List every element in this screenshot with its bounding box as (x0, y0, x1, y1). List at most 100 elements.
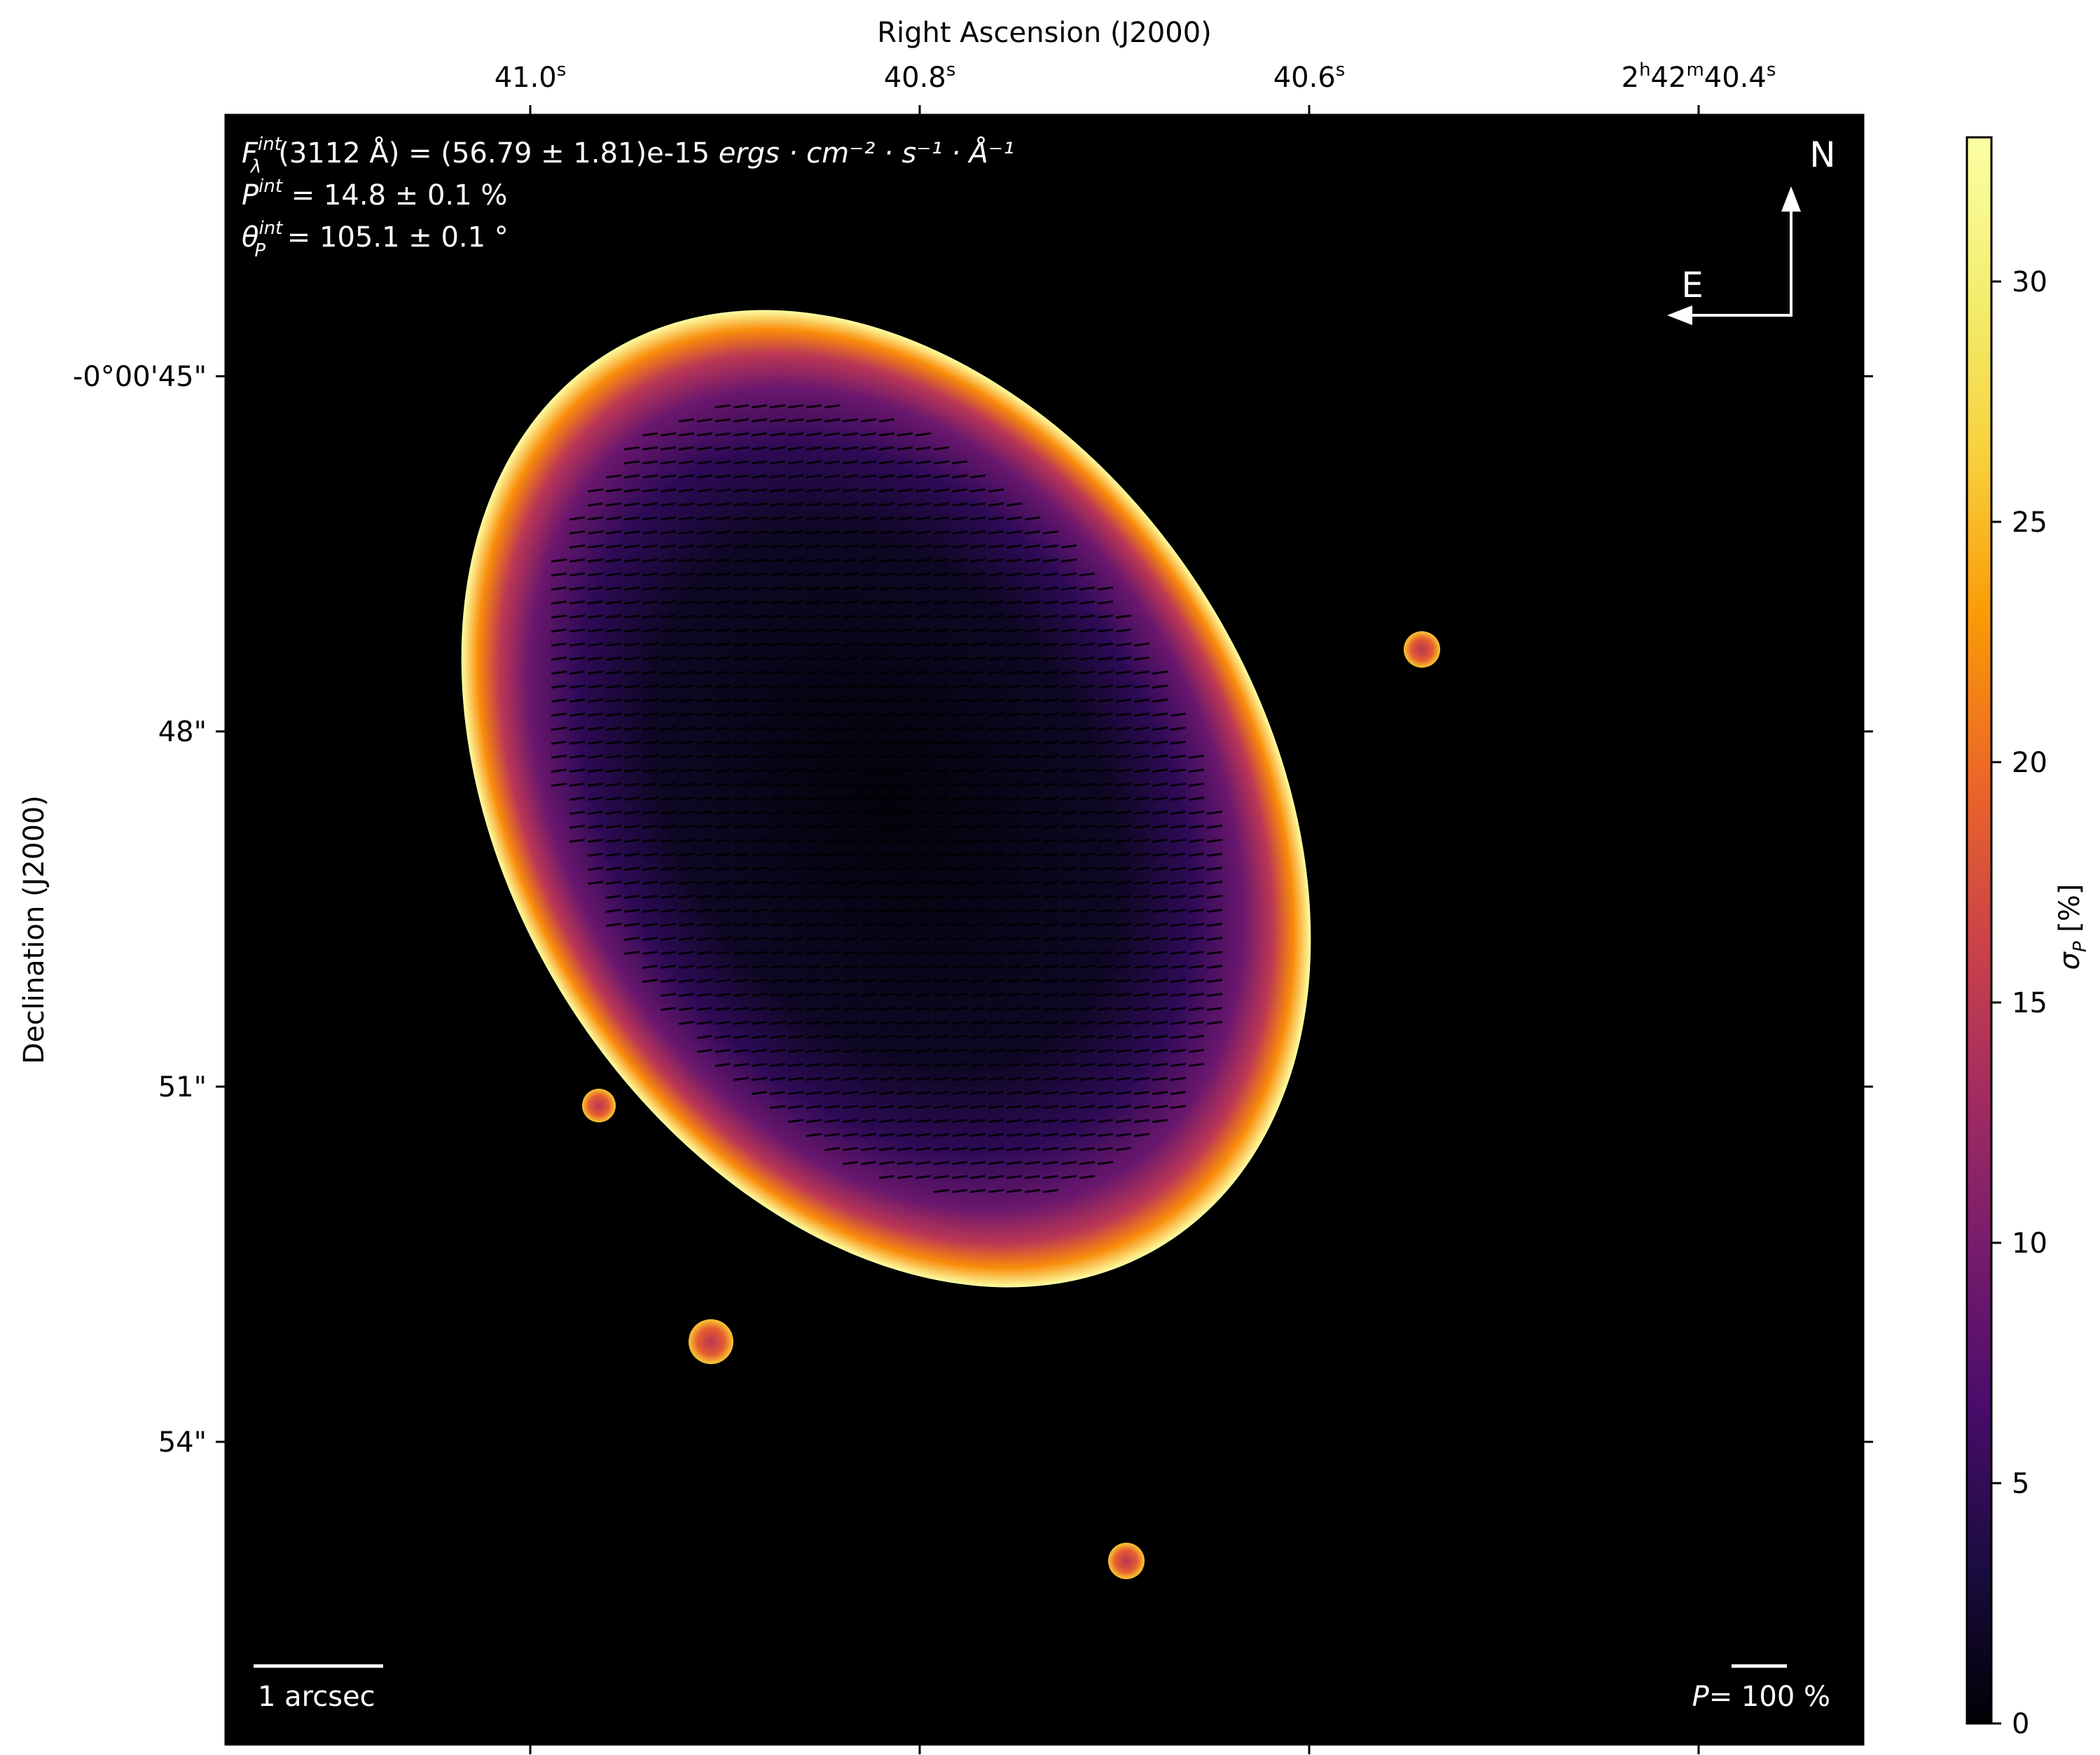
pol-vector (569, 586, 586, 591)
pol-vector (1024, 867, 1041, 871)
pol-vector (1170, 1007, 1187, 1011)
pol-vector (988, 628, 1004, 633)
pol-vector (951, 1189, 968, 1193)
pol-vector (1006, 811, 1023, 815)
pol-vector (1206, 825, 1223, 829)
pol-vector (787, 867, 804, 871)
pol-vector (824, 755, 841, 759)
pol-vector (751, 909, 768, 913)
pol-vector (787, 432, 804, 436)
pol-vector (878, 979, 895, 983)
east-label: E (1681, 265, 1704, 305)
pol-vector (969, 1133, 986, 1137)
pol-vector (1133, 881, 1150, 885)
pol-vector (1061, 867, 1077, 871)
pol-vector (787, 923, 804, 927)
pol-vector (860, 572, 877, 577)
pol-vector (1006, 572, 1023, 577)
pol-vector (824, 572, 841, 577)
pol-vector (642, 614, 658, 619)
pol-vector (751, 446, 768, 450)
pol-vector (1115, 937, 1132, 941)
pol-vector (933, 502, 950, 507)
pol-vector (915, 1063, 932, 1067)
pol-vector (878, 797, 895, 801)
pol-vector (878, 1147, 895, 1151)
pol-vector (988, 684, 1004, 689)
pol-vector (1097, 1091, 1114, 1095)
pol-vector (623, 825, 640, 829)
pol-vector (988, 600, 1004, 605)
pol-vector (678, 600, 695, 605)
pol-vector (1115, 783, 1132, 787)
pol-vector (733, 488, 749, 493)
pol-vector (806, 853, 822, 857)
pol-vector (1152, 923, 1168, 927)
pol-vector (969, 628, 986, 633)
pol-vector (1024, 727, 1041, 731)
pol-vector (1061, 951, 1077, 955)
pol-vector (733, 867, 749, 871)
pol-vector (569, 656, 586, 661)
pol-vector (1061, 993, 1077, 997)
pol-vector (878, 502, 895, 507)
pol-vector (860, 488, 877, 493)
pol-vector (915, 965, 932, 969)
pol-vector (623, 797, 640, 801)
pol-vector (1188, 895, 1205, 899)
pol-vector (714, 727, 731, 731)
pol-vector (733, 909, 749, 913)
pol-vector (1133, 867, 1150, 871)
pol-vector (1006, 993, 1023, 997)
pol-vector (824, 544, 841, 549)
pol-vector (1170, 993, 1187, 997)
pol-vector (806, 1021, 822, 1025)
pol-vector (569, 755, 586, 759)
pol-vector (642, 474, 658, 479)
pol-vector (860, 965, 877, 969)
pol-vector (878, 951, 895, 955)
pol-vector (878, 1105, 895, 1109)
pol-vector (860, 1147, 877, 1151)
pol-vector (915, 656, 932, 661)
pol-vector (933, 1021, 950, 1025)
pol-vector (951, 586, 968, 591)
pol-vector (751, 1091, 768, 1095)
pol-vector (587, 684, 604, 689)
pol-vector (769, 446, 786, 450)
pol-vector (660, 713, 677, 717)
pol-vector (824, 1021, 841, 1025)
pol-vector (751, 937, 768, 941)
pol-vector (696, 502, 713, 507)
pol-vector (860, 1133, 877, 1137)
pol-vector (933, 1049, 950, 1053)
pol-vector (806, 1007, 822, 1011)
pol-vector (933, 642, 950, 647)
pol-vector (915, 684, 932, 689)
pol-vector (1061, 586, 1077, 591)
pol-vector (1115, 769, 1132, 773)
pol-vector (1006, 853, 1023, 857)
pol-vector (769, 1021, 786, 1025)
pol-vector (1042, 572, 1059, 577)
pol-vector (642, 558, 658, 563)
pol-vector (696, 881, 713, 885)
pol-vector (915, 895, 932, 899)
pol-vector (1133, 670, 1150, 675)
pol-vector (623, 446, 640, 450)
pol-vector (933, 993, 950, 997)
pol-vector (1152, 895, 1168, 899)
pol-vector (587, 839, 604, 843)
pol-vector (824, 1007, 841, 1011)
colorbar-label: σP [%] (2054, 884, 2091, 970)
pol-vector (787, 769, 804, 773)
pol-vector (587, 881, 604, 885)
pol-vector (678, 572, 695, 577)
pol-vector (951, 684, 968, 689)
pol-vector (1006, 1147, 1023, 1151)
pol-vector (569, 825, 586, 829)
pol-vector (1006, 628, 1023, 633)
pol-vector (660, 923, 677, 927)
pol-vector (733, 572, 749, 577)
pol-vector (1061, 600, 1077, 605)
